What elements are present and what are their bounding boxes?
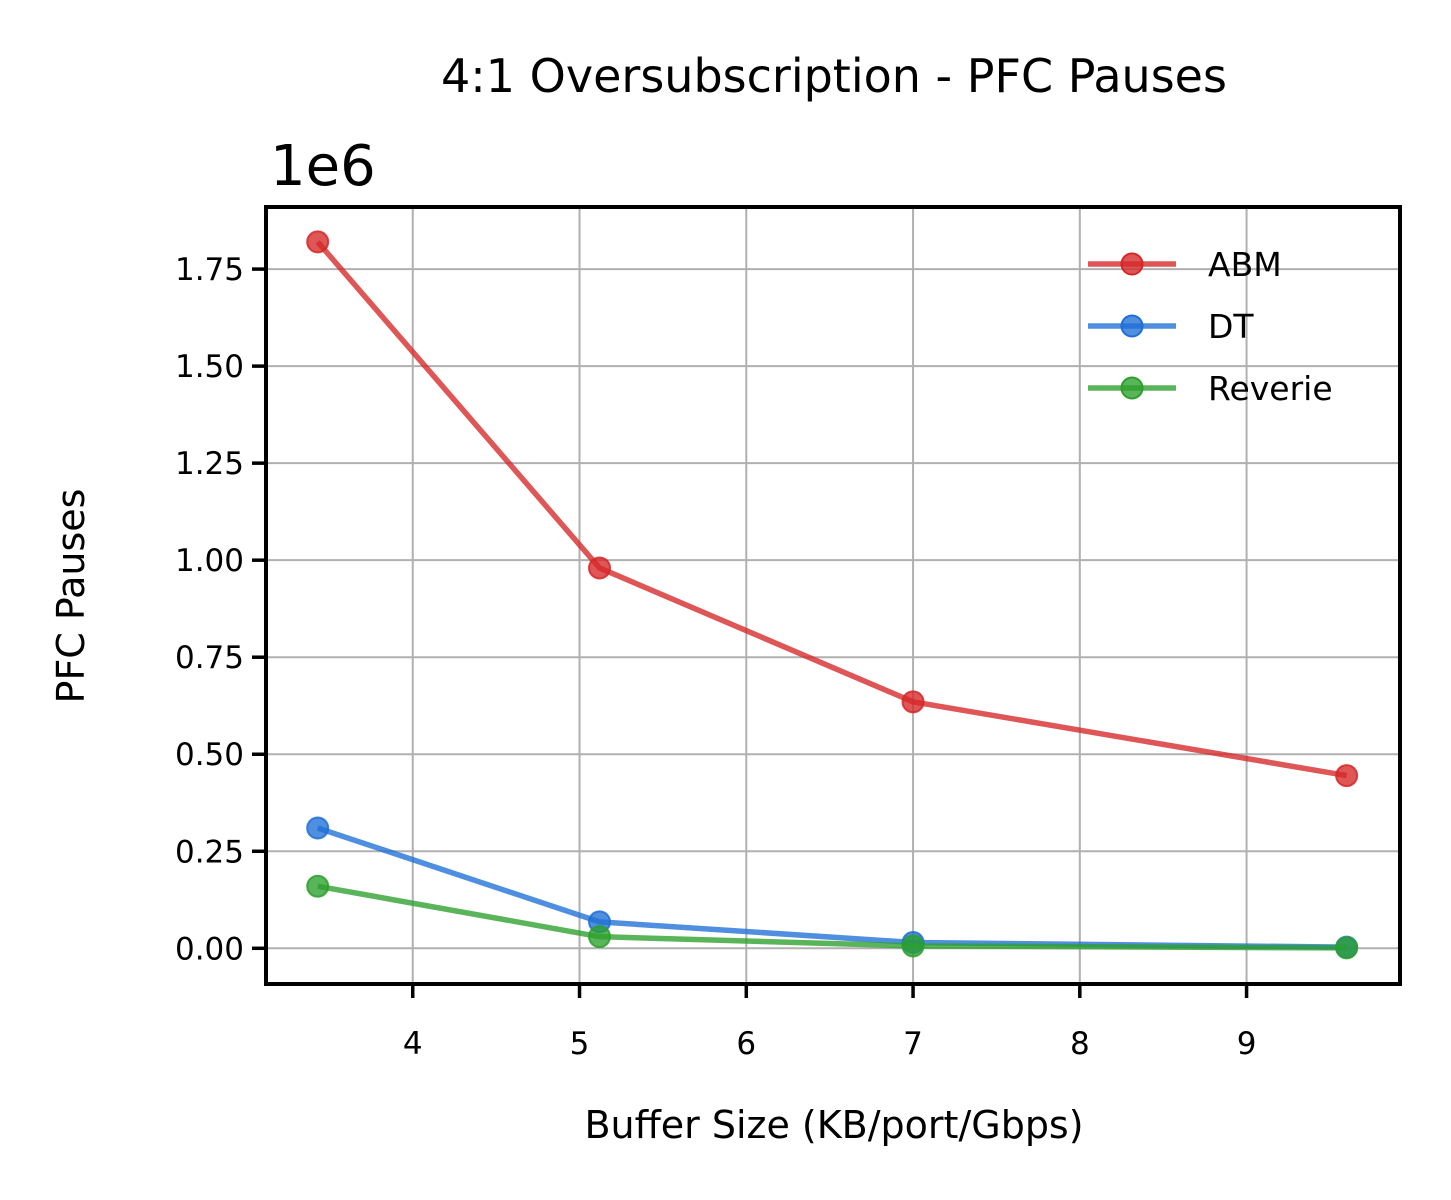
y-axis-label: PFC Pauses (49, 489, 93, 704)
y-tick-label: 0.00 (175, 931, 244, 967)
x-tick-label: 6 (736, 1026, 756, 1062)
legend-marker (1120, 376, 1144, 400)
x-tick-label: 4 (403, 1026, 423, 1062)
data-point (1335, 936, 1359, 960)
legend-label: ABM (1208, 245, 1282, 284)
data-point (306, 230, 330, 254)
x-tick-label: 9 (1237, 1026, 1257, 1062)
chart-title: 4:1 Oversubscription - PFC Pauses (441, 49, 1227, 103)
x-axis-ticks: 4 5 6 7 8 9 (403, 984, 1257, 1062)
legend-marker (1120, 252, 1144, 276)
y-axis-ticks: 0.00 0.25 0.50 0.75 1.00 1.25 1.50 1.75 (175, 252, 266, 967)
legend-item-dt: DT (1088, 307, 1254, 346)
data-point (1335, 764, 1359, 788)
y-axis-offset-label: 1e6 (270, 134, 376, 199)
y-tick-label: 0.50 (175, 737, 244, 773)
x-tick-label: 7 (903, 1026, 923, 1062)
legend-item-reverie: Reverie (1088, 369, 1333, 408)
y-tick-label: 1.00 (175, 543, 244, 579)
legend-marker (1120, 314, 1144, 338)
data-point (306, 816, 330, 840)
y-tick-label: 0.25 (175, 834, 244, 870)
x-tick-label: 8 (1070, 1026, 1090, 1062)
series-lines (306, 230, 1359, 960)
x-axis-label: Buffer Size (KB/port/Gbps) (584, 1103, 1083, 1147)
data-point (901, 934, 925, 958)
data-point (588, 925, 612, 949)
data-point (306, 874, 330, 898)
legend-label: DT (1208, 307, 1254, 346)
legend-item-abm: ABM (1088, 245, 1282, 284)
legend: ABM DT Reverie (1088, 245, 1333, 408)
data-point (901, 690, 925, 714)
series-reverie (306, 874, 1359, 960)
x-tick-label: 5 (570, 1026, 590, 1062)
grid (266, 207, 1400, 984)
series-line-abm (315, 240, 1348, 779)
y-tick-label: 1.75 (175, 252, 244, 288)
data-point (588, 556, 612, 580)
series-abm (306, 230, 1359, 788)
y-tick-label: 1.50 (175, 349, 244, 385)
plot-frame (264, 205, 1402, 986)
series-line-reverie (317, 883, 1347, 951)
legend-label: Reverie (1208, 369, 1333, 408)
y-tick-label: 0.75 (175, 640, 244, 676)
y-tick-label: 1.25 (175, 446, 244, 482)
